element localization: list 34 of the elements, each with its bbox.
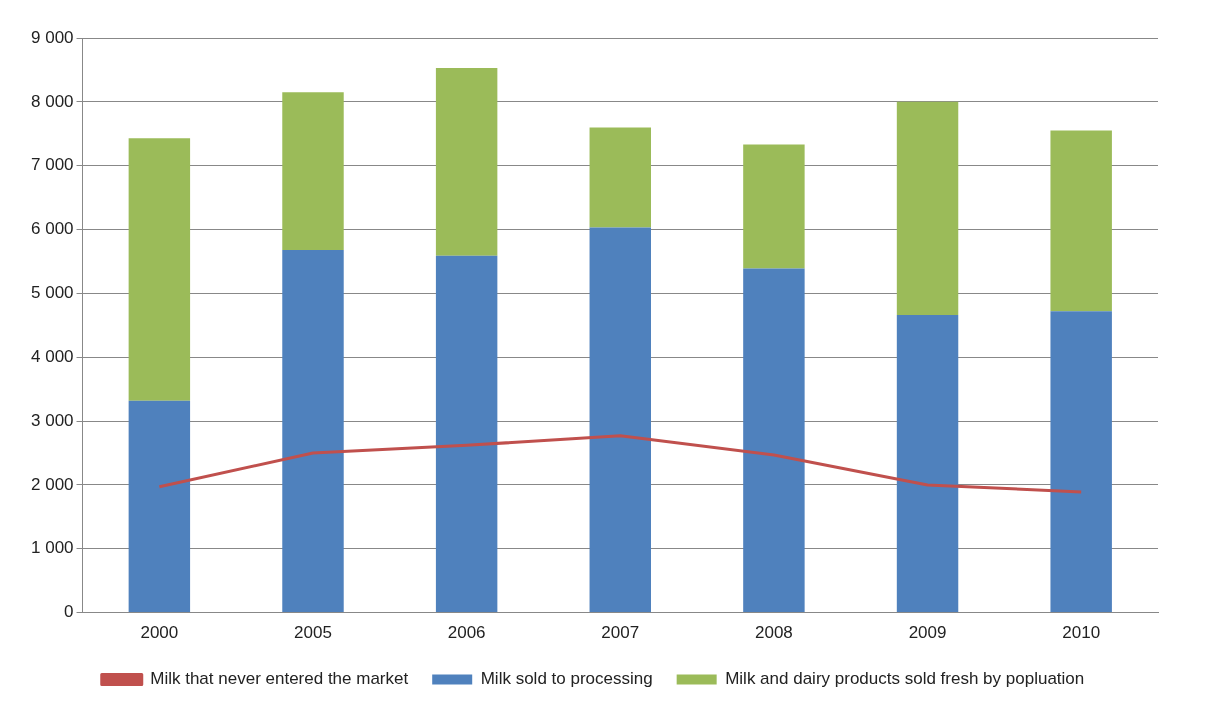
y-tick-label: 5 000: [30, 283, 74, 303]
bar: [743, 144, 805, 269]
legend-label: Milk and dairy products sold fresh by popluation: [725, 669, 1085, 689]
x-tick-label: 2005: [294, 623, 332, 643]
y-tick-label: 4 000: [30, 346, 74, 366]
y-tick-label: 8 000: [30, 91, 74, 111]
bar: [896, 315, 959, 613]
x-tick-label: 2008: [754, 623, 793, 643]
x-tick-label: 2007: [601, 623, 640, 643]
legend-label: Milk sold to processing: [480, 669, 653, 689]
y-tick-label: 9 000: [30, 27, 74, 47]
bar: [435, 255, 498, 613]
x-tick-label: 2009: [908, 623, 947, 643]
bar: [128, 400, 191, 613]
bar: [1050, 130, 1112, 312]
x-tick-label: 2006: [447, 623, 486, 643]
bar: [282, 249, 344, 613]
bar: [743, 268, 805, 613]
y-tick-label: 6 000: [30, 219, 74, 239]
bar: [896, 101, 959, 316]
legend-label: Milk that never entered the market: [150, 669, 409, 689]
bar: [282, 92, 344, 250]
bar: [128, 138, 191, 401]
bar: [589, 227, 651, 613]
bar: [1050, 311, 1112, 613]
y-tick-label: 7 000: [30, 155, 74, 175]
y-tick-label: 0: [64, 602, 74, 622]
y-tick-label: 2 000: [30, 474, 74, 494]
y-tick-label: 3 000: [30, 410, 74, 430]
bar: [589, 127, 651, 228]
bar: [435, 68, 498, 256]
x-tick-label: 2010: [1062, 623, 1101, 643]
x-tick-label: 2000: [140, 623, 179, 643]
y-tick-label: 1 000: [30, 538, 74, 558]
